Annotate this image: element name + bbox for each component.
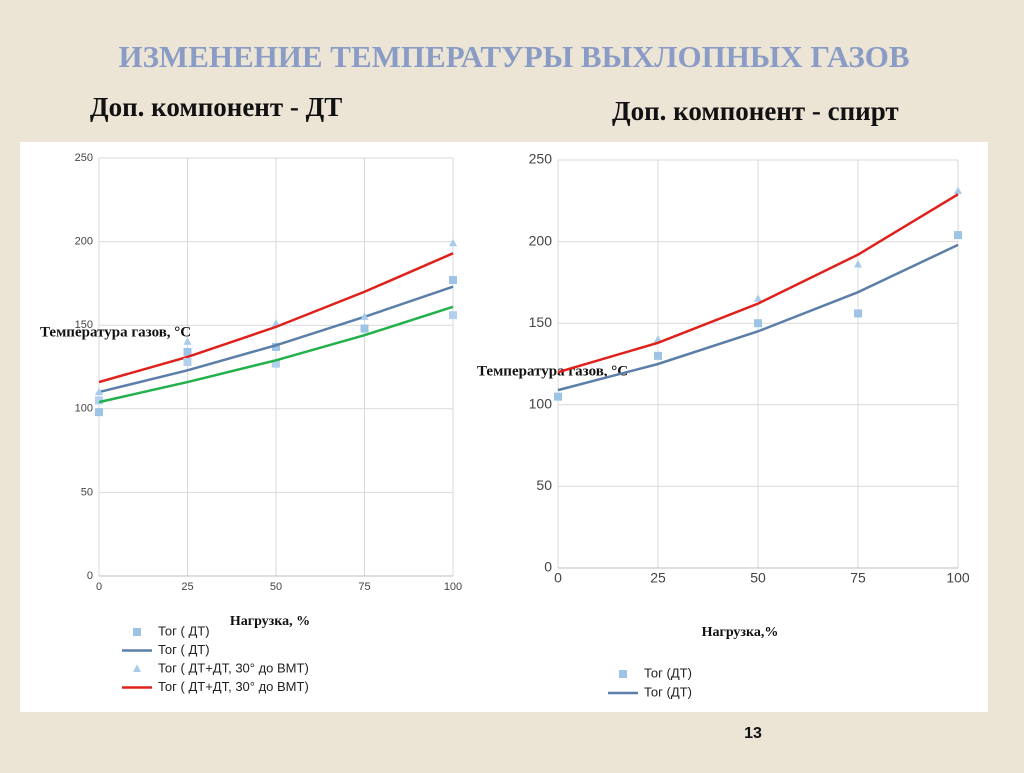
legend-swatch (133, 664, 141, 672)
chart-title: Доп. компонент - спирт (612, 96, 899, 126)
legend-label: Тог ( ДТ+ДТ, 30° до ВМТ) (158, 660, 309, 675)
y-tick-label: 100 (529, 396, 553, 412)
y-tick-label: 150 (529, 314, 553, 330)
series-line (98, 252, 454, 384)
data-point (554, 392, 562, 401)
x-axis-label: Нагрузка, % (230, 614, 310, 629)
y-axis-label: Температура газов, °С (477, 363, 628, 379)
x-tick-label: 100 (946, 570, 970, 586)
y-tick-label: 250 (529, 151, 553, 167)
y-tick-label: 200 (75, 236, 93, 248)
data-point (449, 311, 457, 320)
y-tick-label: 0 (544, 559, 552, 575)
data-point (754, 319, 762, 328)
data-point (654, 335, 662, 343)
series-line (98, 305, 454, 404)
data-point (449, 276, 457, 285)
series-line (98, 285, 454, 394)
y-tick-label: 50 (81, 486, 93, 498)
data-point (360, 324, 369, 333)
data-point (95, 408, 103, 417)
data-point (854, 309, 862, 318)
x-tick-label: 0 (96, 581, 102, 593)
legend-label: Тог ( ДТ+ДТ, 30° до ВМТ) (158, 679, 309, 694)
x-tick-label: 75 (850, 570, 866, 586)
x-tick-label: 50 (270, 581, 282, 593)
legend-label: Тог (ДТ) (644, 684, 692, 699)
data-point (360, 312, 369, 320)
legend-label: Тог ( ДТ) (158, 642, 210, 657)
page-number: 13 (744, 725, 762, 742)
x-tick-label: 50 (750, 570, 766, 586)
data-point (272, 342, 280, 351)
series-line (557, 243, 959, 392)
x-tick-label: 100 (444, 581, 462, 593)
data-point (183, 347, 192, 356)
data-point (954, 186, 962, 195)
data-point (954, 231, 962, 240)
series-line (557, 193, 959, 374)
x-tick-label: 25 (181, 581, 193, 593)
slide-title: ИЗМЕНЕНИЕ ТЕМПЕРАТУРЫ ВЫХЛОПНЫХ ГАЗОВ (118, 39, 909, 74)
y-tick-label: 150 (75, 319, 93, 331)
y-axis-label: Температура газов, °С (40, 324, 191, 340)
y-tick-label: 200 (529, 232, 553, 248)
chart-panel (20, 142, 988, 712)
data-point (95, 396, 103, 405)
x-tick-label: 0 (554, 570, 562, 586)
x-tick-label: 75 (358, 581, 370, 593)
data-point (183, 357, 192, 366)
data-point (449, 238, 457, 247)
legend-swatch (619, 670, 627, 678)
data-point (754, 294, 762, 302)
data-point (654, 351, 662, 360)
y-tick-label: 100 (75, 403, 93, 415)
data-point (854, 259, 862, 268)
x-axis-label: Нагрузка,% (702, 625, 779, 640)
legend-swatch (133, 628, 141, 636)
chart-title: Доп. компонент - ДТ (90, 92, 342, 122)
legend-label: Тог (ДТ) (644, 665, 692, 680)
legend-label: Тог ( ДТ) (158, 623, 210, 638)
y-tick-label: 50 (536, 477, 552, 493)
x-tick-label: 25 (650, 570, 666, 586)
y-tick-label: 0 (87, 570, 93, 582)
data-point (183, 337, 192, 345)
y-tick-label: 250 (75, 152, 93, 164)
data-point (272, 359, 280, 368)
data-point (95, 387, 103, 396)
data-point (272, 319, 280, 327)
